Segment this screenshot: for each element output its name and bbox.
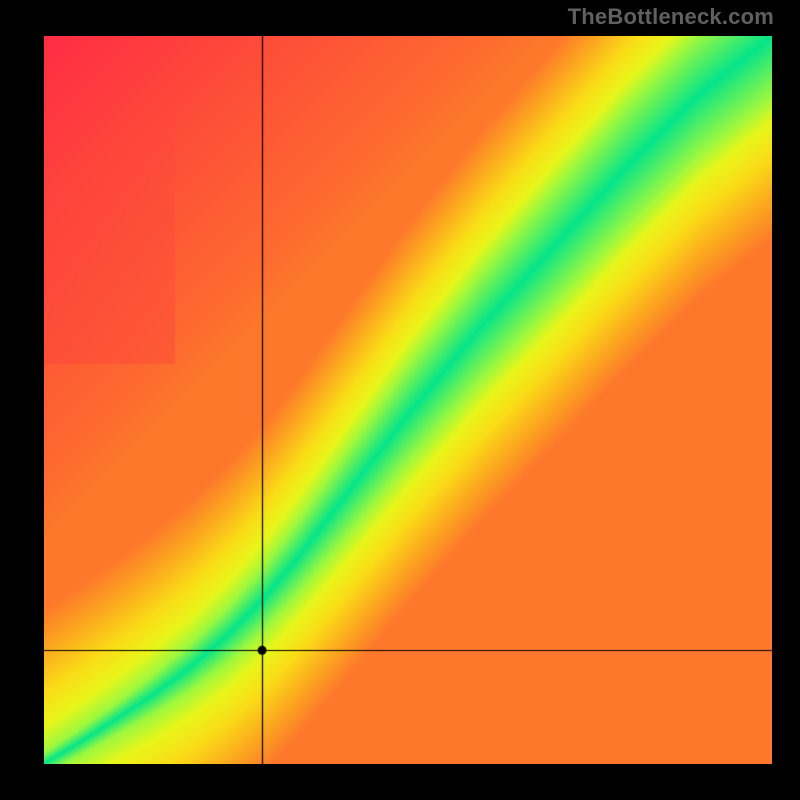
watermark-text: TheBottleneck.com: [568, 4, 774, 30]
bottleneck-heatmap: [44, 36, 772, 764]
chart-container: TheBottleneck.com: [0, 0, 800, 800]
